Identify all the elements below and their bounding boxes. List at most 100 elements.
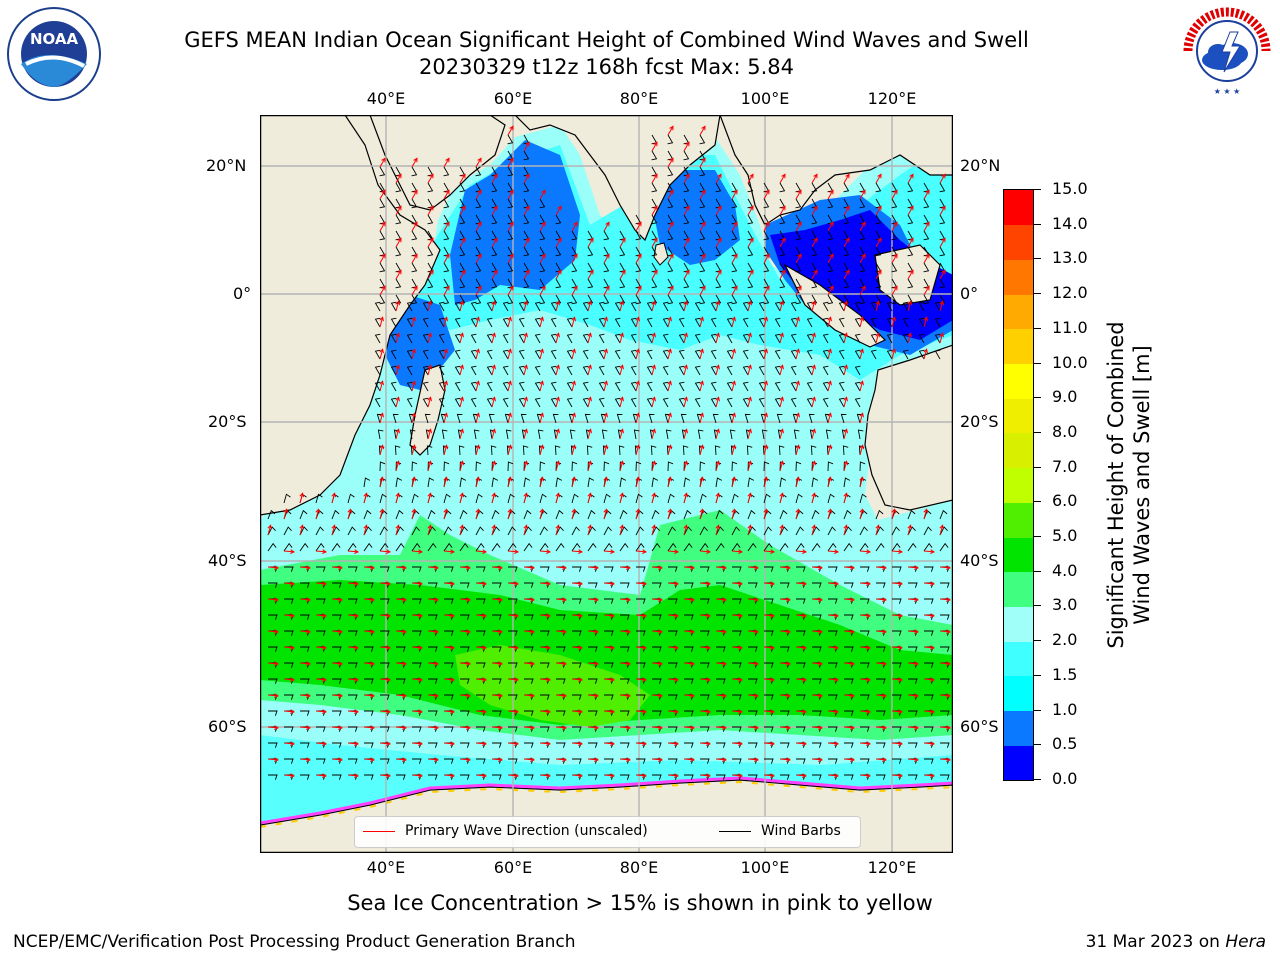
wave-direction-arrow: [811, 661, 824, 666]
wind-barb: [406, 397, 413, 408]
wave-direction-arrow: [523, 205, 530, 216]
wind-barb: [646, 381, 653, 392]
wave-direction-arrow: [491, 524, 496, 536]
wind-barb: [524, 742, 534, 748]
colorbar-tick: [1033, 397, 1041, 399]
wave-direction-arrow: [571, 773, 584, 778]
wave-direction-arrow: [395, 597, 408, 602]
colorbar-tick: [1033, 640, 1041, 642]
wind-barb: [550, 349, 557, 360]
wave-direction-arrow: [475, 348, 480, 360]
land-india: [514, 115, 721, 242]
wind-barb: [668, 726, 678, 732]
wave-direction-arrow: [843, 173, 850, 184]
colorbar-segment: [1004, 675, 1033, 712]
wave-direction-arrow: [859, 741, 872, 746]
land-arabia: [369, 115, 506, 211]
wind-barb: [476, 630, 486, 636]
wind-barb: [827, 493, 835, 504]
wind-barb: [438, 381, 445, 392]
wind-barb: [859, 542, 869, 552]
wave-direction-arrow: [939, 757, 952, 762]
wind-barb: [571, 262, 578, 273]
wind-barb: [454, 365, 461, 376]
wind-barb: [923, 230, 930, 241]
wave-direction-arrow: [939, 629, 952, 634]
legend-label-wind-barbs: Wind Barbs: [761, 823, 841, 839]
wind-barb: [507, 526, 516, 536]
wind-barb: [571, 493, 579, 504]
wave-direction-arrow: [331, 725, 344, 730]
wind-barb: [331, 509, 340, 520]
wind-barb: [604, 630, 614, 636]
wave-direction-arrow: [571, 613, 584, 618]
wave-direction-arrow: [667, 508, 672, 520]
wave-direction-arrow: [331, 693, 344, 698]
wind-barb: [652, 582, 662, 588]
wave-direction-arrow: [539, 677, 552, 682]
wind-barb: [268, 678, 278, 684]
wind-barb: [377, 429, 384, 440]
wind-barb: [603, 526, 612, 536]
wind-barb: [427, 246, 434, 257]
wave-direction-arrow: [683, 428, 688, 440]
wind-barb: [588, 646, 598, 652]
wind-barb: [716, 678, 726, 684]
wind-barb: [651, 477, 659, 488]
wave-direction-arrow: [587, 725, 600, 730]
wave-direction-arrow: [427, 205, 434, 216]
legend-item-wave-direction: Primary Wave Direction (unscaled): [363, 823, 648, 839]
wind-barb: [492, 646, 502, 652]
wind-barb: [476, 694, 486, 700]
wave-direction-arrow: [347, 677, 360, 682]
wind-barb: [842, 445, 849, 456]
wind-barb: [924, 566, 934, 572]
wind-barb: [363, 526, 372, 536]
wave-direction-arrow: [667, 476, 672, 488]
wind-barb: [443, 230, 450, 241]
wave-direction-arrow: [667, 189, 674, 200]
wind-barb: [811, 214, 818, 225]
wave-direction-arrow: [683, 565, 696, 570]
wave-direction-arrow: [555, 300, 560, 312]
wave-direction-arrow: [683, 300, 688, 312]
wind-barb: [747, 509, 756, 520]
wave-direction-arrow: [683, 237, 690, 248]
lat-label-right-40s: 40°S: [960, 551, 999, 570]
wind-barb: [731, 198, 738, 209]
wave-direction-arrow: [699, 316, 704, 328]
wind-barb: [875, 214, 882, 225]
colorbar-tick: [1033, 258, 1041, 260]
wave-direction-arrow: [523, 524, 528, 536]
wind-barb: [566, 333, 573, 344]
wind-barb: [444, 566, 454, 572]
wind-barb: [902, 301, 909, 312]
wind-barb: [684, 646, 694, 652]
wind-barb: [651, 182, 658, 193]
wind-barb: [502, 301, 509, 312]
wind-barb: [678, 365, 685, 376]
lat-label-right-20n: 20°N: [960, 156, 1001, 175]
wind-barb: [555, 526, 564, 536]
wave-direction-arrow: [859, 221, 866, 232]
wave-direction-arrow: [683, 725, 696, 730]
wind-barb: [886, 317, 893, 328]
wave-direction-arrow: [411, 380, 416, 392]
wind-barb: [395, 278, 402, 289]
wave-direction-arrow: [411, 412, 416, 424]
wind-barb: [614, 333, 621, 344]
footer-host: Hera: [1225, 932, 1266, 952]
wind-barb: [550, 301, 557, 312]
wave-direction-arrow: [523, 597, 536, 602]
wave-direction-arrow: [379, 476, 384, 488]
wind-barb: [395, 542, 405, 552]
wind-barb: [731, 461, 738, 472]
wave-direction-arrow: [539, 380, 544, 392]
wave-direction-arrow: [459, 629, 472, 634]
wave-direction-arrow: [459, 428, 464, 440]
wave-direction-arrow: [699, 508, 704, 520]
wind-barb: [374, 397, 381, 408]
wind-barb: [908, 614, 918, 620]
wind-barb: [374, 317, 381, 328]
wave-direction-arrow: [859, 476, 864, 488]
